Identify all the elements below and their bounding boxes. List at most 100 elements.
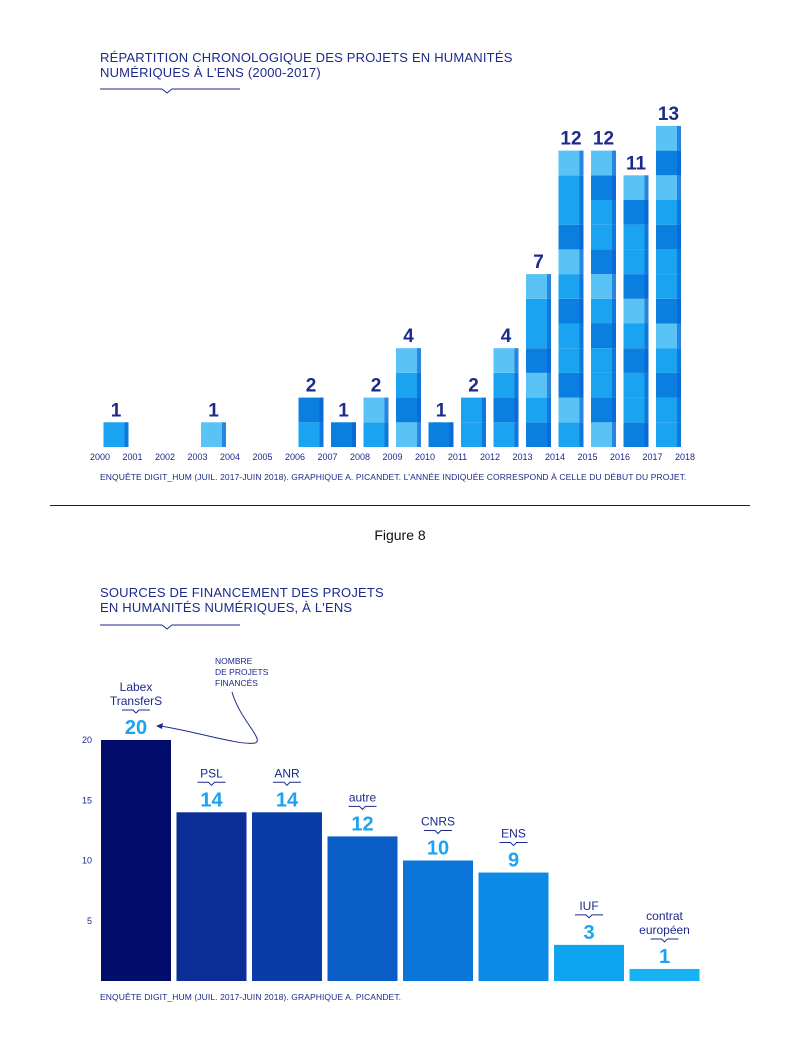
tick-label-2007: 2007 bbox=[317, 452, 337, 462]
value-label-1: 14 bbox=[200, 789, 223, 811]
chart2-title: SOURCES DE FINANCEMENT DES PROJETS EN HU… bbox=[100, 585, 620, 615]
bar-unit-edge bbox=[417, 348, 421, 373]
bar-unit bbox=[493, 422, 519, 447]
value-label-2017: 13 bbox=[658, 104, 679, 125]
chart2-source: ENQUÊTE DIGIT_HUM (JUIL. 2017-JUIN 2018)… bbox=[100, 992, 402, 1002]
bar-unit-edge bbox=[612, 200, 616, 225]
bar-unit-edge bbox=[677, 249, 681, 275]
bar-2008 bbox=[363, 397, 389, 447]
bar-unit bbox=[591, 274, 616, 299]
bar-unit bbox=[396, 397, 421, 423]
value-label-2015: 12 bbox=[593, 129, 614, 150]
bar-unit bbox=[591, 397, 616, 423]
bar-4 bbox=[403, 860, 473, 981]
category-separator-7 bbox=[650, 938, 679, 943]
value-label-2011: 2 bbox=[468, 376, 479, 397]
bar-unit-edge bbox=[514, 372, 519, 398]
bar-unit bbox=[656, 274, 681, 299]
bar-unit bbox=[526, 348, 551, 373]
bar-unit bbox=[461, 397, 486, 423]
bar-2011 bbox=[461, 397, 486, 447]
bar-unit bbox=[493, 348, 519, 373]
bar-unit-edge bbox=[612, 224, 616, 250]
bar-unit bbox=[591, 348, 616, 373]
bar-unit bbox=[558, 372, 584, 398]
chart1-source: ENQUÊTE DIGIT_HUM (JUIL. 2017-JUIN 2018)… bbox=[100, 472, 687, 482]
bar-2 bbox=[252, 812, 322, 981]
value-label-2: 14 bbox=[276, 789, 299, 811]
bar-unit-edge bbox=[612, 175, 616, 200]
bar-unit-edge bbox=[579, 372, 584, 398]
bar-unit bbox=[623, 372, 649, 398]
bar-unit bbox=[656, 298, 681, 324]
chart1-title-line2: NUMÉRIQUES À L'ENS (2000-2017) bbox=[100, 65, 321, 80]
category-label-4-0: CNRS bbox=[421, 815, 455, 829]
bar-unit-edge bbox=[612, 298, 616, 324]
bar-unit-edge bbox=[417, 372, 421, 398]
category-label-0-1: TransferS bbox=[110, 694, 162, 708]
tick-label-2000: 2000 bbox=[90, 452, 110, 462]
bar-unit-edge bbox=[579, 348, 584, 373]
bar-unit bbox=[656, 125, 681, 151]
bar-unit-edge bbox=[547, 323, 551, 349]
tick-label-2010: 2010 bbox=[415, 452, 435, 462]
category-label-7-0: contrat bbox=[646, 909, 683, 923]
bar-unit bbox=[298, 397, 324, 423]
bar-2000 bbox=[103, 422, 129, 447]
bar-unit-edge bbox=[677, 274, 681, 299]
bar-unit-edge bbox=[677, 224, 681, 250]
value-label-5: 9 bbox=[508, 850, 519, 872]
bar-unit bbox=[558, 274, 584, 299]
bar-unit-edge bbox=[644, 298, 649, 324]
tick-label-2018: 2018 bbox=[675, 452, 695, 462]
bar-unit bbox=[623, 175, 649, 200]
tick-label-2015: 2015 bbox=[577, 452, 597, 462]
value-label-2013: 7 bbox=[533, 252, 544, 273]
bar-unit-edge bbox=[644, 274, 649, 299]
bar-unit bbox=[656, 323, 681, 349]
bar-unit-edge bbox=[124, 422, 129, 447]
bar-unit bbox=[656, 200, 681, 225]
bar-unit bbox=[623, 397, 649, 423]
bar-unit bbox=[201, 422, 226, 447]
bar-2012 bbox=[493, 348, 519, 447]
tick-label-2014: 2014 bbox=[545, 452, 565, 462]
y-tick-5: 5 bbox=[87, 916, 92, 926]
bar-unit bbox=[591, 323, 616, 349]
divider bbox=[50, 505, 750, 506]
bar-unit-edge bbox=[644, 422, 649, 447]
bar-unit bbox=[558, 348, 584, 373]
chart2-title-line2: EN HUMANITÉS NUMÉRIQUES, À L'ENS bbox=[100, 600, 353, 615]
bar-2010 bbox=[428, 422, 454, 447]
value-label-2014: 12 bbox=[560, 129, 581, 150]
bar-unit-edge bbox=[547, 397, 551, 423]
category-separator-0 bbox=[122, 709, 150, 714]
bar-unit-edge bbox=[677, 397, 681, 423]
tick-label-2016: 2016 bbox=[610, 452, 630, 462]
bar-unit bbox=[558, 249, 584, 275]
bar-unit-edge bbox=[579, 200, 584, 225]
bar-unit-edge bbox=[547, 348, 551, 373]
bar-unit-edge bbox=[677, 150, 681, 176]
bar-6 bbox=[554, 944, 624, 981]
bar-unit bbox=[558, 397, 584, 423]
bar-unit bbox=[396, 372, 421, 398]
bar-unit bbox=[558, 200, 584, 225]
bar-unit bbox=[591, 298, 616, 324]
value-label-2000: 1 bbox=[111, 400, 122, 421]
bar-2014 bbox=[558, 150, 584, 447]
bar-unit-edge bbox=[677, 298, 681, 324]
bar-unit-edge bbox=[677, 125, 681, 151]
value-label-6: 3 bbox=[583, 922, 594, 944]
value-label-2009: 4 bbox=[403, 326, 414, 347]
bar-unit-edge bbox=[677, 348, 681, 373]
bar-unit-edge bbox=[547, 298, 551, 324]
bar-2013 bbox=[526, 274, 551, 447]
bar-unit-edge bbox=[384, 397, 389, 423]
bar-unit bbox=[656, 150, 681, 176]
bar-unit-edge bbox=[677, 175, 681, 200]
chart2-title-underline bbox=[100, 624, 240, 630]
bar-7 bbox=[629, 968, 700, 981]
bar-unit bbox=[591, 224, 616, 250]
bar-unit bbox=[656, 175, 681, 200]
